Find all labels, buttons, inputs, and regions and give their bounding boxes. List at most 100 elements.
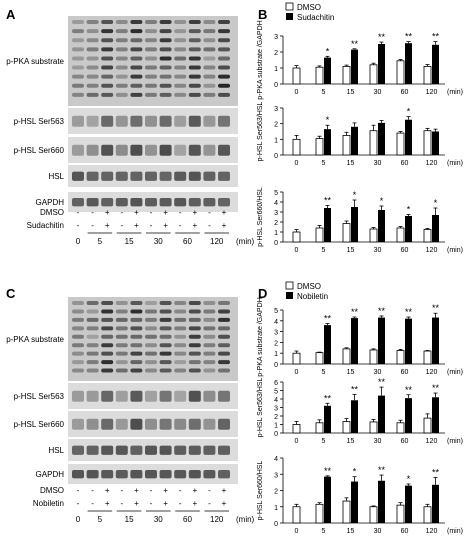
dmso-sign: - — [91, 208, 94, 217]
x-tick-label: 60 — [401, 247, 409, 254]
blot-band — [130, 317, 143, 322]
blot-strip — [68, 108, 238, 134]
compound-sign: - — [91, 221, 94, 230]
blot-band — [130, 20, 143, 24]
blot-band — [203, 65, 216, 70]
significance-mark: ** — [324, 393, 332, 403]
blot-band — [218, 92, 230, 97]
x-tick-label: 15 — [347, 528, 355, 535]
blot-band — [174, 92, 187, 97]
y-tick-label: 2 — [274, 414, 278, 421]
dmso-sign: + — [222, 208, 227, 217]
blot-band — [130, 351, 143, 356]
x-tick-label: 15 — [347, 247, 355, 254]
bar-dmso — [396, 350, 405, 365]
blot-band — [72, 144, 84, 156]
blot-band — [130, 65, 143, 70]
blot-band — [101, 56, 114, 61]
blot-band — [159, 20, 172, 24]
y-tick-label: 5 — [274, 308, 278, 315]
y-tick-label: 3 — [274, 106, 278, 113]
blot-band — [159, 56, 172, 61]
blot-band — [101, 92, 114, 97]
bar-dmso — [369, 349, 378, 365]
blot-band — [159, 301, 172, 305]
blot-band — [101, 368, 114, 373]
blot-band — [174, 38, 187, 43]
blot-label: p-HSL Ser563 — [14, 392, 65, 401]
blot-band — [159, 29, 172, 34]
blot-strip — [68, 137, 238, 163]
bar-compound — [351, 318, 358, 364]
dmso-sign: - — [77, 486, 80, 495]
blot-band — [188, 360, 201, 365]
bar-dmso — [423, 506, 432, 524]
blot-band — [188, 326, 201, 331]
compound-sign: + — [222, 499, 227, 508]
blot-band — [188, 65, 201, 70]
x-tick-label: 60 — [401, 369, 409, 376]
significance-mark: ** — [405, 385, 413, 395]
bar-dmso — [396, 227, 405, 243]
blot-label: HSL — [48, 172, 64, 181]
blot-band — [101, 351, 114, 356]
blot-band — [203, 360, 216, 365]
x-tick-label: 15 — [347, 160, 355, 167]
blot-band — [218, 171, 230, 181]
y-tick-label: 1 — [274, 505, 278, 512]
blot-band — [159, 445, 172, 455]
bar-dmso — [342, 500, 351, 524]
blot-band — [130, 83, 143, 88]
blot-band — [145, 343, 157, 348]
bar-dmso — [292, 506, 301, 524]
dmso-row-label: DMSO — [40, 208, 64, 217]
blot-band — [203, 390, 216, 402]
bar-dmso — [315, 138, 324, 156]
blot-strip — [68, 16, 238, 106]
blot-band — [86, 326, 99, 331]
blot-band — [188, 368, 201, 373]
blot-band — [203, 171, 216, 181]
y-tick-label: 3 — [274, 34, 278, 41]
x-tick-label: 15 — [347, 438, 355, 445]
bar-compound — [378, 317, 385, 364]
x-tick-label: 30 — [374, 160, 382, 167]
blot-band — [115, 418, 128, 430]
blot-band — [188, 144, 201, 156]
blot-band — [218, 38, 230, 43]
time-label: 15 — [125, 237, 134, 246]
blot-band — [86, 171, 99, 181]
blot-band — [115, 351, 128, 356]
blot-band — [159, 470, 172, 479]
blot-band — [174, 301, 187, 305]
blot-band — [145, 334, 157, 339]
x-axis-unit: (min) — [447, 369, 463, 376]
blot-band — [86, 47, 99, 52]
y-axis-label: p-HSL Ser563/HSL — [257, 102, 264, 162]
compound-sign: - — [77, 221, 80, 230]
x-tick-label: 30 — [374, 369, 382, 376]
blot-band — [72, 470, 84, 479]
blot-band — [174, 368, 187, 373]
significance-mark: ** — [405, 32, 413, 42]
bar-dmso — [369, 506, 378, 524]
blot-band — [72, 47, 84, 52]
y-tick-label: 0 — [274, 82, 278, 89]
blot-band — [174, 418, 187, 430]
blot-band — [188, 56, 201, 61]
bar-compound — [405, 485, 412, 523]
blot-strip — [68, 165, 238, 187]
blot-strip — [68, 383, 238, 409]
y-axis-label: p-HSL Ser563/HSL — [257, 378, 264, 438]
bar-compound — [378, 44, 385, 84]
blot-band — [145, 301, 157, 305]
significance-mark: ** — [405, 307, 413, 317]
blot-band — [218, 56, 230, 61]
x-tick-label: 60 — [401, 160, 409, 167]
compound-sign: + — [163, 221, 168, 230]
blot-band — [218, 83, 230, 88]
blot-band — [145, 418, 157, 430]
significance-mark: * — [407, 205, 411, 215]
compound-sign: - — [120, 221, 123, 230]
